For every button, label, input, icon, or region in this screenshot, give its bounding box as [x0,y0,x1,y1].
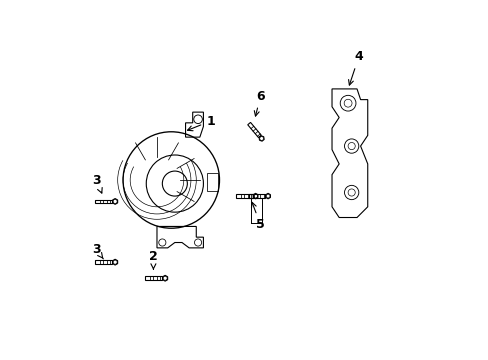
Text: 3: 3 [92,243,103,259]
Text: 6: 6 [254,90,264,116]
Text: 2: 2 [149,250,158,269]
Text: 4: 4 [348,50,363,85]
Text: 3: 3 [92,174,102,193]
Text: 1: 1 [187,114,215,131]
Text: 5: 5 [251,202,264,231]
